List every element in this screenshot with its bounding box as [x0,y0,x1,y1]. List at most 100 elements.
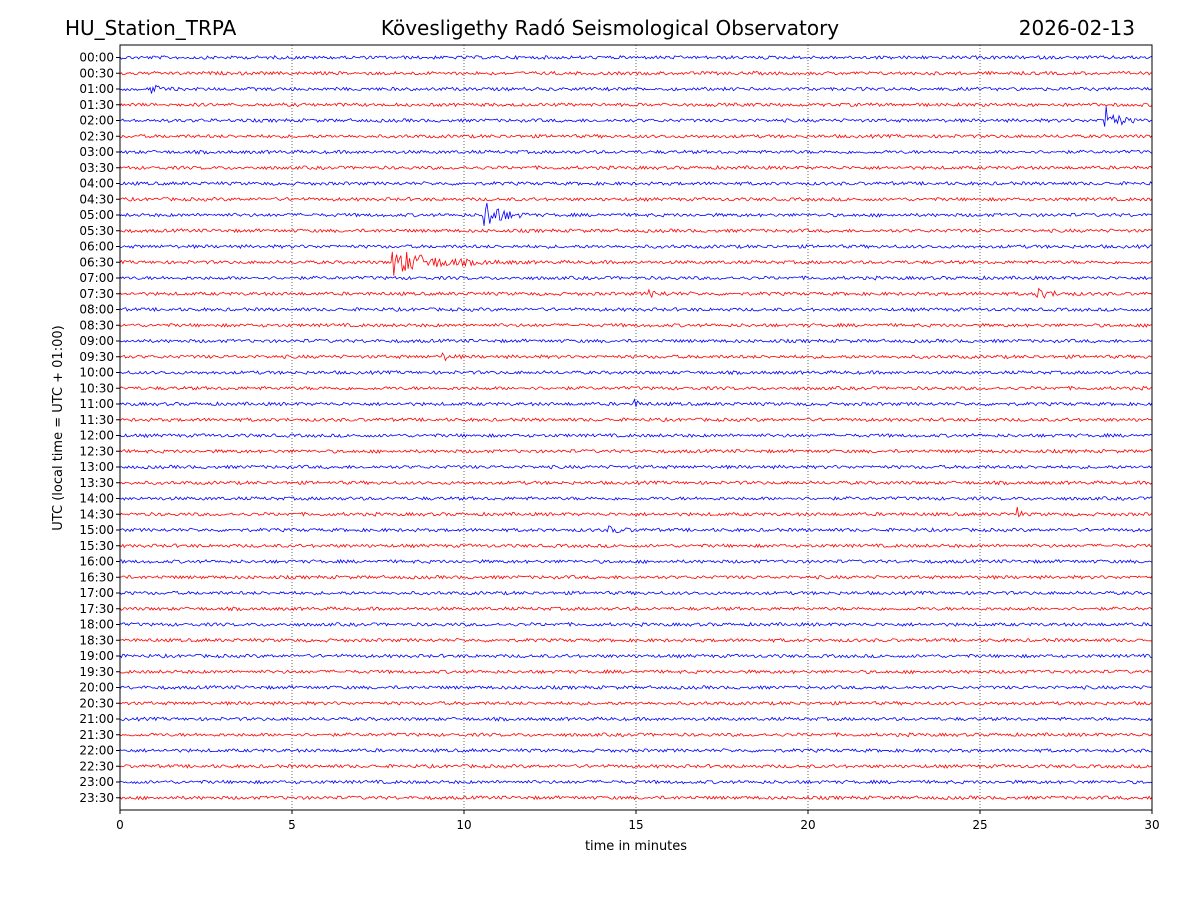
y-tick-label: 23:00 [79,775,114,789]
trace-0900 [119,338,1153,344]
x-tick-label: 10 [456,818,471,832]
y-tick-label: 03:00 [79,145,114,159]
trace-1900 [119,653,1153,659]
y-tick-label: 14:30 [79,507,114,521]
trace-0430 [119,196,1153,202]
trace-1330 [119,480,1153,486]
y-tick-label: 00:00 [79,51,114,65]
y-tick-label: 04:30 [79,192,114,206]
trace-1230 [119,448,1153,454]
trace-1700 [119,590,1153,596]
trace-0130 [119,102,1153,108]
y-tick-label: 20:00 [79,681,114,695]
trace-2130 [119,731,1153,738]
y-tick-label: 16:00 [79,555,114,569]
trace-1630 [119,574,1153,580]
chart-date: 2026-02-13 [1019,16,1135,40]
y-tick-label: 17:00 [79,586,114,600]
trace-0400 [119,180,1153,187]
y-tick-label: 21:30 [79,728,114,742]
trace-0000 [119,54,1153,61]
trace-0600 [119,243,1153,250]
y-tick-label: 11:00 [79,397,114,411]
trace-0030 [119,70,1153,76]
trace-0230 [119,133,1153,139]
trace-1800 [119,621,1153,627]
y-tick-label: 17:30 [79,602,114,616]
y-tick-label: 06:30 [79,255,114,269]
trace-1430 [119,506,1153,518]
y-tick-label: 22:30 [79,759,114,773]
y-tick-label: 13:00 [79,460,114,474]
y-tick-label: 13:30 [79,476,114,490]
y-tick-label: 03:30 [79,161,114,175]
y-tick-label: 14:00 [79,492,114,506]
y-tick-label: 08:00 [79,303,114,317]
trace-2300 [119,779,1153,785]
y-tick-label: 12:30 [79,444,114,458]
trace-1930 [119,669,1153,675]
trace-1130 [119,416,1153,423]
chart-title: Kövesligethy Radó Seismological Observat… [381,16,839,40]
trace-2230 [119,763,1153,769]
y-tick-label: 16:30 [79,570,114,584]
y-tick-label: 22:00 [79,744,114,758]
y-tick-label: 05:30 [79,224,114,238]
vertical-gridlines [291,45,981,810]
y-tick-label: 09:30 [79,350,114,364]
y-tick-label: 19:30 [79,665,114,679]
y-tick-label: 10:00 [79,366,114,380]
trace-2000 [119,684,1153,691]
trace-1200 [119,432,1153,439]
x-axis-label: time in minutes [585,839,687,854]
y-tick-label: 08:30 [79,318,114,332]
trace-0200 [119,106,1153,127]
y-tick-label: 21:00 [79,712,114,726]
y-tick-label: 11:30 [79,413,114,427]
y-tick-label: 10:30 [79,381,114,395]
trace-1500 [119,525,1153,534]
x-tick-labels: 0 5 10 15 20 25 30 [116,810,1160,832]
trace-0800 [119,306,1153,313]
trace-2030 [119,700,1153,706]
trace-1000 [119,369,1153,376]
x-tick-label: 5 [288,818,296,832]
trace-0100 [119,84,1153,94]
trace-1100 [119,398,1153,407]
y-tick-label: 01:00 [79,82,114,96]
y-tick-label: 07:00 [79,271,114,285]
trace-1600 [119,558,1153,565]
trace-1530 [119,543,1153,549]
y-tick-label: 20:30 [79,696,114,710]
trace-0500 [119,202,1153,226]
y-tick-label: 05:00 [79,208,114,222]
trace-0330 [119,164,1153,171]
y-tick-label: 02:30 [79,129,114,143]
y-tick-label: 06:00 [79,240,114,254]
trace-0700 [119,275,1153,281]
trace-0530 [119,228,1153,234]
trace-2200 [119,747,1153,754]
trace-2330 [119,795,1153,801]
trace-0830 [119,322,1153,328]
y-tick-label: 15:30 [79,539,114,553]
station-name: HU_Station_TRPA [65,16,237,40]
trace-1830 [119,637,1153,643]
y-tick-label: 09:00 [79,334,114,348]
y-tick-label: 23:30 [79,791,114,805]
x-tick-label: 30 [1144,818,1159,832]
x-tick-label: 0 [116,818,124,832]
y-tick-label: 02:00 [79,114,114,128]
y-tick-label: 18:30 [79,633,114,647]
y-axis-label: UTC (local time = UTC + 01:00) [51,325,66,530]
y-tick-label: 01:30 [79,98,114,112]
trace-1400 [119,495,1153,501]
y-tick-label: 04:00 [79,177,114,191]
y-tick-label: 12:00 [79,429,114,443]
trace-1300 [119,464,1153,470]
trace-0300 [119,149,1153,155]
plot-frame [119,44,1153,811]
trace-1030 [119,385,1153,391]
